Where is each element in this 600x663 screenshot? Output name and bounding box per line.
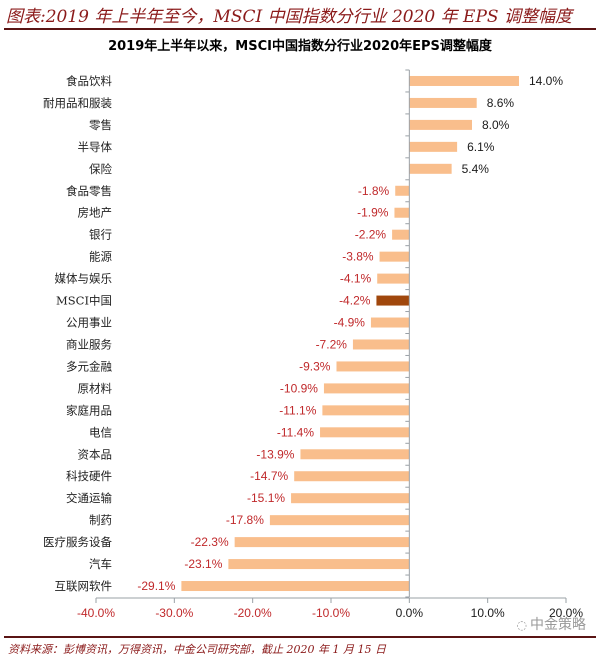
category-label-17: 资本品 xyxy=(78,447,113,461)
data-label-14: -10.9% xyxy=(280,381,318,395)
bar-3 xyxy=(409,141,458,152)
category-label-0: 食品饮料 xyxy=(66,74,112,88)
data-label-7: -2.2% xyxy=(355,228,387,242)
bar-14 xyxy=(323,383,410,394)
category-label-19: 交通运输 xyxy=(66,491,112,505)
bar-22 xyxy=(228,559,410,570)
bar-chart: -40.0% -30.0% -20.0% -10.0% 0.0% 10.0% 20.0% 1… xyxy=(43,69,583,620)
data-label-10: -4.2% xyxy=(339,294,371,308)
data-label-17: -13.9% xyxy=(256,447,294,461)
data-label-20: -17.8% xyxy=(226,513,264,527)
bar-1 xyxy=(409,97,477,108)
data-label-0: 14.0% xyxy=(529,74,563,88)
labels-layer: 14.0% 食品饮料 8.6% 耐用品和服装 8.0% 零售 6.1% 半导体 5.4% 保险 -1… xyxy=(43,74,563,593)
bar-11 xyxy=(370,317,410,328)
data-label-5: -1.8% xyxy=(358,184,390,198)
bar-12 xyxy=(352,339,410,350)
category-label-21: 医疗服务设备 xyxy=(43,535,112,549)
data-label-19: -15.1% xyxy=(247,491,285,505)
category-label-2: 零售 xyxy=(89,118,112,132)
x-tick-label-1: -30.0% xyxy=(155,606,193,620)
data-label-2: 8.0% xyxy=(482,118,510,132)
bar-21 xyxy=(234,537,410,548)
bar-15 xyxy=(322,405,410,416)
figure-title: 图表:2019 年上半年至今，MSCI 中国指数分行业 2020 年 EPS 调… xyxy=(6,7,572,27)
category-label-4: 保险 xyxy=(89,162,112,176)
data-label-4: 5.4% xyxy=(462,162,490,176)
data-label-18: -14.7% xyxy=(250,469,288,483)
category-label-20: 制药 xyxy=(89,513,112,527)
category-label-8: 能源 xyxy=(89,250,112,264)
category-label-7: 银行 xyxy=(89,228,112,242)
category-label-9: 媒体与娱乐 xyxy=(55,272,113,286)
data-label-23: -29.1% xyxy=(137,579,175,593)
data-label-15: -11.1% xyxy=(279,403,316,417)
category-label-12: 商业服务 xyxy=(66,337,112,351)
bottom-divider xyxy=(4,636,596,638)
x-tick-label-2: -20.0% xyxy=(234,606,272,620)
bar-6 xyxy=(394,207,410,218)
top-divider xyxy=(4,28,596,30)
bar-0 xyxy=(409,75,519,86)
category-label-22: 汽车 xyxy=(89,557,112,571)
x-tick-label-3: -10.0% xyxy=(312,606,350,620)
watermark-text: 中金策略 xyxy=(530,617,586,633)
bar-13 xyxy=(336,361,410,372)
x-tick-label-4: 0.0% xyxy=(396,606,424,620)
x-tick-label-0: -40.0% xyxy=(77,606,115,620)
watermark: ◌ 中金策略 xyxy=(517,614,586,634)
x-tick-label-5: 10.0% xyxy=(471,606,505,620)
data-label-8: -3.8% xyxy=(342,250,374,264)
data-label-22: -23.1% xyxy=(184,557,222,571)
category-label-23: 互联网软件 xyxy=(55,579,113,593)
category-label-15: 家庭用品 xyxy=(66,403,112,417)
data-label-16: -11.4% xyxy=(277,425,314,439)
bar-4 xyxy=(409,163,452,174)
data-label-3: 6.1% xyxy=(467,140,495,154)
category-label-16: 电信 xyxy=(89,425,112,439)
category-label-14: 原材料 xyxy=(78,381,113,395)
category-label-3: 半导体 xyxy=(78,140,113,154)
wechat-icon: ◌ xyxy=(516,618,527,632)
bar-19 xyxy=(291,493,410,504)
category-label-6: 房地产 xyxy=(78,206,113,220)
data-label-1: 8.6% xyxy=(487,96,515,110)
bar-16 xyxy=(320,427,410,438)
data-label-6: -1.9% xyxy=(357,206,389,220)
bar-7 xyxy=(392,229,410,240)
bar-9 xyxy=(377,273,410,284)
bar-17 xyxy=(300,449,410,460)
data-label-9: -4.1% xyxy=(340,272,372,286)
category-label-5: 食品零售 xyxy=(66,184,112,198)
category-label-11: 公用事业 xyxy=(66,316,112,330)
category-label-1: 耐用品和服装 xyxy=(43,96,112,110)
bar-10 xyxy=(376,295,410,306)
bar-23 xyxy=(181,581,410,592)
axis-layer: -40.0% -30.0% -20.0% -10.0% 0.0% 10.0% 20.0% xyxy=(77,69,583,620)
data-label-11: -4.9% xyxy=(334,316,366,330)
data-label-21: -22.3% xyxy=(191,535,229,549)
bar-2 xyxy=(409,119,472,130)
category-label-18: 科技硬件 xyxy=(66,469,112,483)
bar-18 xyxy=(294,471,410,482)
bar-8 xyxy=(379,251,410,262)
bar-20 xyxy=(269,515,410,526)
data-label-12: -7.2% xyxy=(316,337,348,351)
x-tick-label-6: 20.0% xyxy=(549,606,583,620)
bar-5 xyxy=(395,185,410,196)
chart-title: 2019年上半年以来，MSCI中国指数分行业2020年EPS调整幅度 xyxy=(108,39,492,54)
source-note: 资料来源：彭博资讯，万得资讯，中金公司研究部，截止 2020 年 1 月 15 … xyxy=(8,643,386,656)
category-label-10: MSCI中国 xyxy=(56,294,112,308)
bars-layer xyxy=(181,75,519,592)
data-label-13: -9.3% xyxy=(299,359,331,373)
category-label-13: 多元金融 xyxy=(66,359,112,373)
